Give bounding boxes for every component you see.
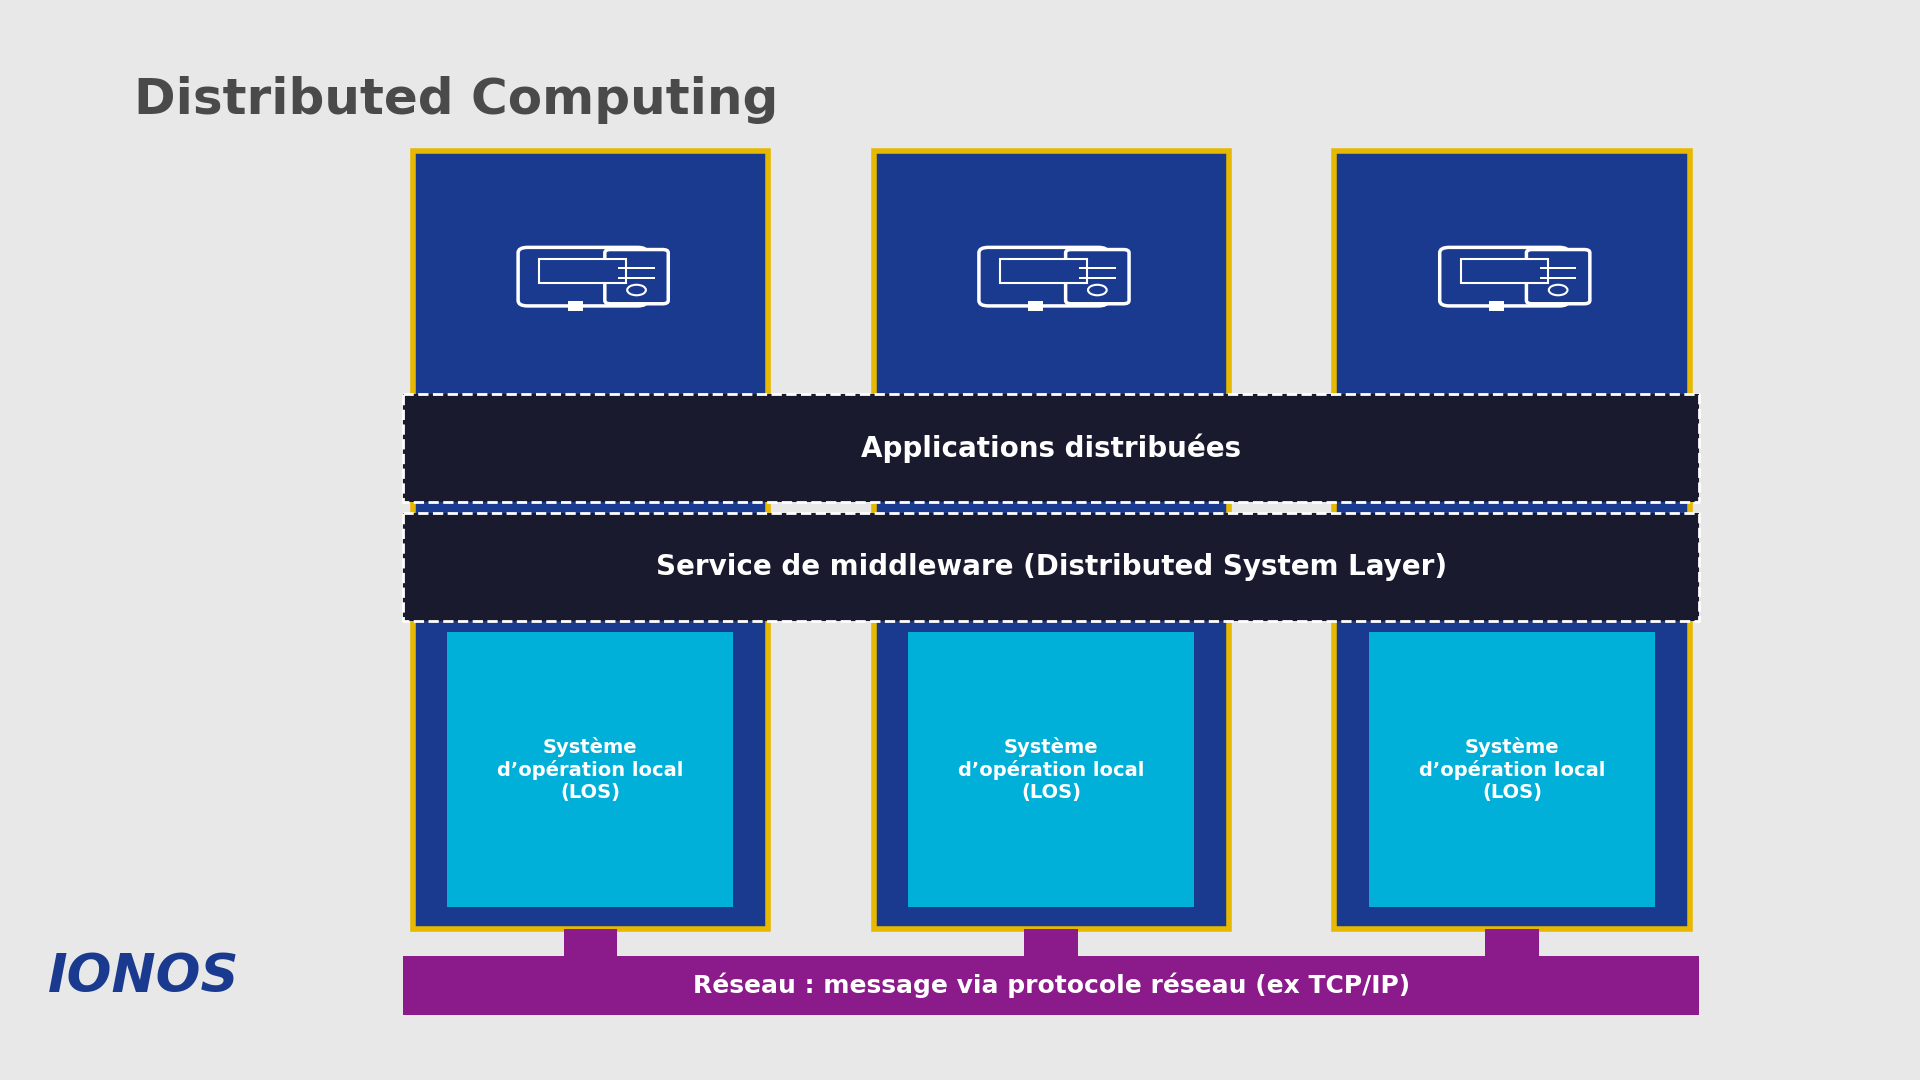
FancyBboxPatch shape — [413, 151, 768, 929]
Text: Système
d’opération local
(LOS): Système d’opération local (LOS) — [1419, 737, 1605, 802]
Bar — [618, 276, 655, 279]
Text: Réseau : message via protocole réseau (ex TCP/IP): Réseau : message via protocole réseau (e… — [693, 973, 1409, 998]
Bar — [908, 632, 1194, 907]
Bar — [1025, 929, 1079, 956]
Text: Distributed Computing: Distributed Computing — [134, 76, 780, 123]
Bar — [1540, 267, 1576, 270]
Text: Système
d’opération local
(LOS): Système d’opération local (LOS) — [497, 737, 684, 802]
FancyBboxPatch shape — [1334, 151, 1690, 929]
Bar — [1486, 929, 1538, 956]
Bar — [403, 513, 1699, 621]
FancyBboxPatch shape — [1066, 249, 1129, 303]
Bar — [1000, 259, 1087, 283]
Bar — [618, 267, 655, 270]
Bar — [1029, 300, 1043, 311]
Bar — [1079, 276, 1116, 279]
Bar — [403, 394, 1699, 502]
FancyBboxPatch shape — [605, 249, 668, 303]
Bar — [403, 956, 1699, 1015]
Bar — [447, 632, 733, 907]
Text: Service de middleware (Distributed System Layer): Service de middleware (Distributed Syste… — [655, 553, 1448, 581]
FancyBboxPatch shape — [1526, 249, 1590, 303]
Bar — [1540, 276, 1576, 279]
Bar — [564, 929, 618, 956]
FancyBboxPatch shape — [979, 247, 1108, 306]
Bar — [1369, 632, 1655, 907]
Bar — [1079, 267, 1116, 270]
FancyBboxPatch shape — [1440, 247, 1569, 306]
Bar — [540, 259, 626, 283]
FancyBboxPatch shape — [874, 151, 1229, 929]
FancyBboxPatch shape — [518, 247, 647, 306]
Text: IONOS: IONOS — [48, 951, 240, 1003]
Bar — [568, 300, 582, 311]
Text: Système
d’opération local
(LOS): Système d’opération local (LOS) — [958, 737, 1144, 802]
Bar — [1490, 300, 1503, 311]
Text: Applications distribuées: Applications distribuées — [862, 433, 1240, 463]
Bar — [1461, 259, 1548, 283]
